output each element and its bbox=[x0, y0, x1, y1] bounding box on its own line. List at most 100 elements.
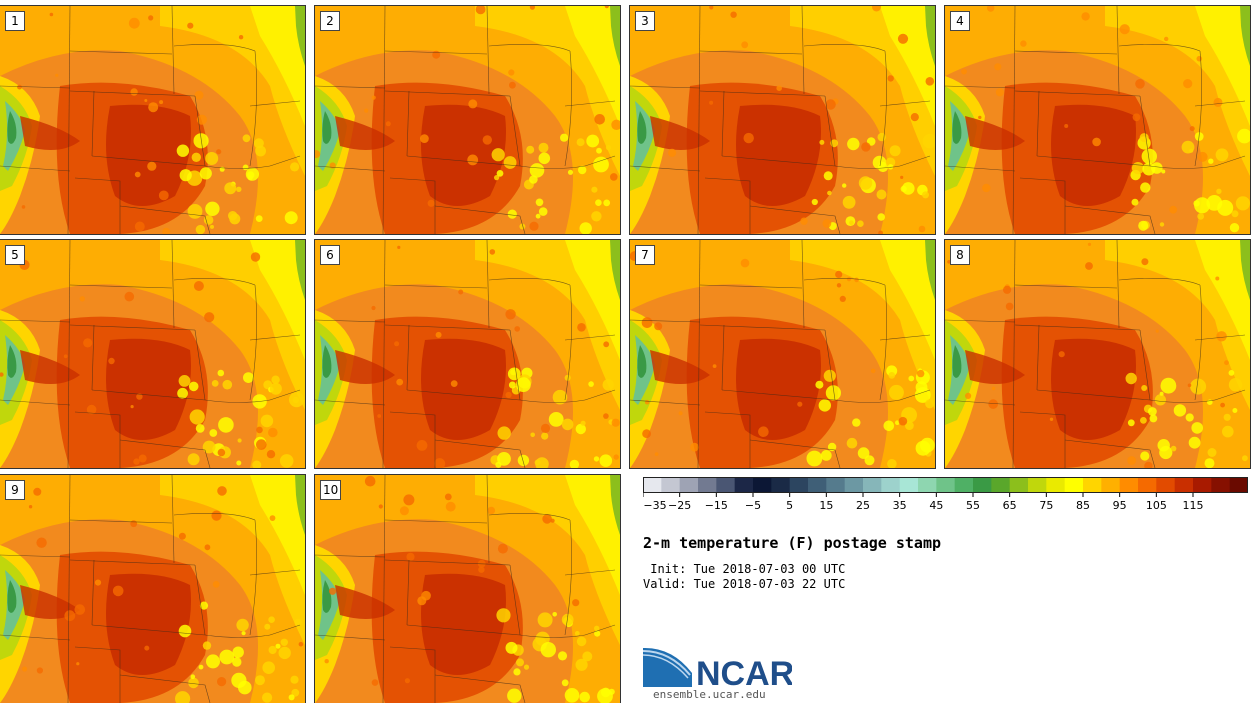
map-state-boundary bbox=[69, 324, 196, 331]
map-speckle bbox=[1204, 458, 1215, 468]
colorbar-tick-label: 25 bbox=[856, 499, 870, 512]
panel-number-label: 1 bbox=[5, 11, 25, 31]
map-speckle bbox=[188, 677, 199, 689]
map-speckle bbox=[1159, 222, 1165, 227]
map-speckle bbox=[268, 427, 278, 438]
map-speckle bbox=[823, 171, 833, 181]
map-speckle bbox=[294, 618, 302, 626]
map-state-boundary bbox=[630, 399, 701, 406]
map-state-boundary bbox=[834, 165, 901, 169]
map-speckle bbox=[564, 688, 580, 703]
map-state-boundary bbox=[69, 284, 173, 289]
map-speckle bbox=[144, 99, 148, 102]
colorbar-tick-label: 5 bbox=[786, 499, 793, 512]
map-speckle bbox=[144, 645, 150, 651]
panel-number-label: 8 bbox=[950, 245, 970, 265]
map-speckle bbox=[187, 453, 200, 466]
map-state-boundary bbox=[1118, 278, 1201, 286]
map-speckle bbox=[1125, 372, 1137, 385]
map-cooler-region bbox=[250, 6, 305, 126]
map-hottest-region bbox=[421, 338, 506, 440]
map-speckle bbox=[236, 618, 249, 632]
map-speckle bbox=[1187, 383, 1192, 388]
map-speckle bbox=[1058, 351, 1065, 358]
panel-number-label: 6 bbox=[320, 245, 340, 265]
map-state-boundary bbox=[204, 634, 271, 638]
map-speckle bbox=[642, 429, 651, 439]
map-state-boundary bbox=[204, 399, 271, 403]
map-speckle bbox=[217, 448, 226, 457]
map-speckle bbox=[1222, 425, 1234, 438]
map-speckle bbox=[252, 460, 262, 468]
map-speckle bbox=[236, 186, 242, 192]
map-state-boundary bbox=[74, 411, 121, 468]
map-speckle bbox=[178, 624, 192, 638]
map-speckle bbox=[178, 532, 186, 540]
colorbar-swatch bbox=[936, 477, 956, 493]
colorbar-swatch bbox=[1119, 477, 1139, 493]
temperature-colorbar: −35 −25 −15 −5 5 15 25 35 45 55 65 75 85 95 105 115 bbox=[643, 477, 1248, 512]
map-state-boundary bbox=[249, 334, 301, 341]
map-speckle bbox=[178, 375, 191, 387]
map-state-boundary bbox=[171, 475, 175, 564]
map-state-boundary bbox=[74, 177, 121, 234]
map-hottest-region bbox=[335, 116, 395, 150]
colorbar-swatch bbox=[643, 477, 662, 493]
colorbar-tick-label: 105 bbox=[1146, 499, 1167, 512]
panel-number-label: 10 bbox=[320, 480, 342, 500]
map-speckle bbox=[399, 506, 409, 516]
map-speckle bbox=[806, 450, 823, 467]
map-state-boundary bbox=[67, 240, 71, 468]
map-speckle bbox=[1215, 276, 1220, 281]
map-state-boundary bbox=[1194, 334, 1246, 341]
map-speckle bbox=[523, 664, 530, 670]
map-speckle bbox=[823, 369, 836, 382]
map-speckle bbox=[162, 227, 171, 234]
map-speckle bbox=[1216, 188, 1222, 194]
map-state-boundary bbox=[315, 85, 386, 89]
map-speckle bbox=[420, 134, 429, 144]
map-speckle bbox=[1003, 285, 1012, 294]
map-lake-region bbox=[925, 6, 935, 66]
map-state-boundary bbox=[824, 329, 836, 401]
map-state-boundary bbox=[249, 519, 257, 636]
map-state-boundary bbox=[1139, 329, 1151, 401]
map-speckle bbox=[371, 679, 379, 686]
map-speckle bbox=[861, 142, 871, 152]
map-speckle bbox=[839, 295, 846, 302]
map-speckle bbox=[487, 506, 496, 515]
map-speckle bbox=[256, 426, 263, 434]
map-speckle bbox=[603, 341, 610, 348]
map-speckle bbox=[603, 413, 609, 419]
map-speckle bbox=[870, 368, 876, 374]
map-speckle bbox=[232, 646, 244, 658]
map-hottest-region bbox=[20, 585, 80, 619]
map-speckle bbox=[1228, 378, 1243, 392]
map-hottest-region bbox=[1051, 104, 1136, 206]
map-speckle bbox=[262, 661, 276, 674]
map-speckle bbox=[260, 414, 274, 428]
map-speckle bbox=[289, 392, 305, 408]
map-state-boundary bbox=[584, 389, 616, 401]
map-speckle bbox=[445, 501, 456, 512]
map-speckle bbox=[1131, 162, 1145, 175]
map-state-boundary bbox=[194, 95, 206, 167]
map-state-boundary bbox=[945, 85, 1016, 89]
map-speckle bbox=[397, 245, 401, 249]
map-hottest-region bbox=[106, 104, 191, 206]
map-speckle bbox=[187, 22, 194, 29]
map-speckle bbox=[148, 102, 159, 113]
colorbar-tick-label: 65 bbox=[1003, 499, 1017, 512]
map-mountain-region bbox=[7, 580, 17, 613]
map-speckle bbox=[36, 667, 44, 674]
map-state-boundary bbox=[194, 564, 206, 636]
map-speckle bbox=[1229, 223, 1240, 233]
map-speckle bbox=[1213, 97, 1223, 107]
map-speckle bbox=[124, 291, 135, 302]
map-state-boundary bbox=[564, 284, 572, 401]
map-speckle bbox=[610, 173, 618, 181]
map-speckle bbox=[255, 145, 266, 157]
map-speckle bbox=[540, 423, 551, 433]
map-speckle bbox=[1157, 439, 1170, 452]
map-state-boundary bbox=[173, 278, 256, 286]
